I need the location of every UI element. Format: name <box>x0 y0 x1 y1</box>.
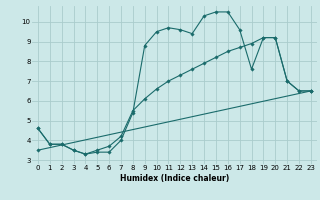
X-axis label: Humidex (Indice chaleur): Humidex (Indice chaleur) <box>120 174 229 183</box>
